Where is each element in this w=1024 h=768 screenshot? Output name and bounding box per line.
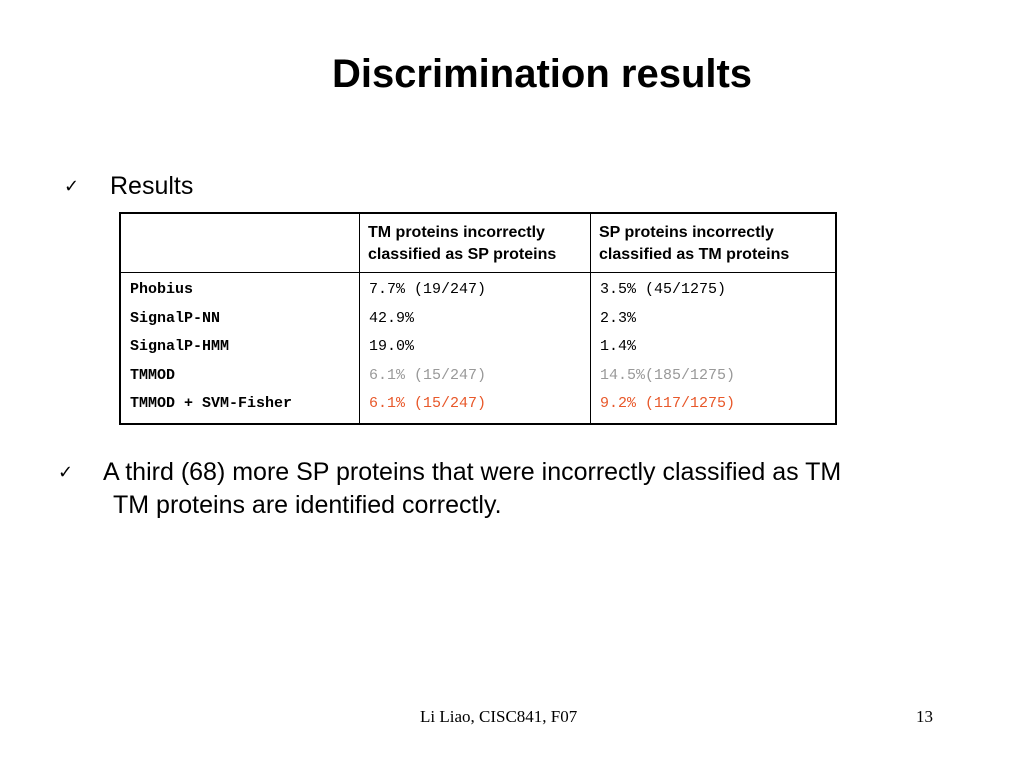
method-name: SignalP-NN [130,309,221,327]
sp-value: 14.5%(185/1275) [600,366,736,384]
table-header-sp: SP proteins incorrectly classified as TM… [590,212,837,273]
table-row: Phobius SignalP-NN SignalP-HMM TMMOD TMM… [119,272,837,424]
table-header-row: TM proteins incorrectly classified as SP… [119,212,837,273]
slide-title: Discrimination results [331,52,753,96]
footer-credit: Li Liao, CISC841, F07 [420,707,578,726]
checkmark-icon: ✓ [58,462,74,483]
tm-value: 42.9% [369,309,415,327]
bullet-third-line2: TM proteins are identified correctly. [113,491,502,519]
tm-value: 6.1% (15/247) [369,395,487,412]
sp-value: 3.5% (45/1275) [600,281,727,298]
sp-value: 9.2% (117/1275) [600,395,736,412]
method-name: SignalP-HMM [130,338,230,355]
sp-value: 2.3% [600,309,637,327]
page-number: 13 [916,707,933,726]
tm-values-cell: 7.7% (19/247) 42.9% 19.0% 6.1% (15/247) … [359,272,591,424]
sp-value: 1.4% [600,338,637,355]
tm-value: 19.0% [369,338,415,355]
table-header-tm: TM proteins incorrectly classified as SP… [359,212,591,273]
method-name: TMMOD [130,366,176,384]
table-header-method [119,212,360,273]
method-names-cell: Phobius SignalP-NN SignalP-HMM TMMOD TMM… [119,272,360,424]
tm-value: 7.7% (19/247) [369,281,487,298]
bullet-third: A third (68) more SP proteins that were … [103,456,983,522]
tm-value: 6.1% (15/247) [369,366,487,384]
checkmark-icon: ✓ [64,176,80,197]
method-name: Phobius [130,281,194,298]
method-name: TMMOD + SVM-Fisher [130,395,293,412]
sp-values-cell: 3.5% (45/1275) 2.3% 1.4% 14.5%(185/1275)… [590,272,837,424]
bullet-results: Results [110,172,194,200]
bullet-third-line1: A third (68) more SP proteins that were … [103,458,842,486]
results-table: TM proteins incorrectly classified as SP… [119,212,837,425]
